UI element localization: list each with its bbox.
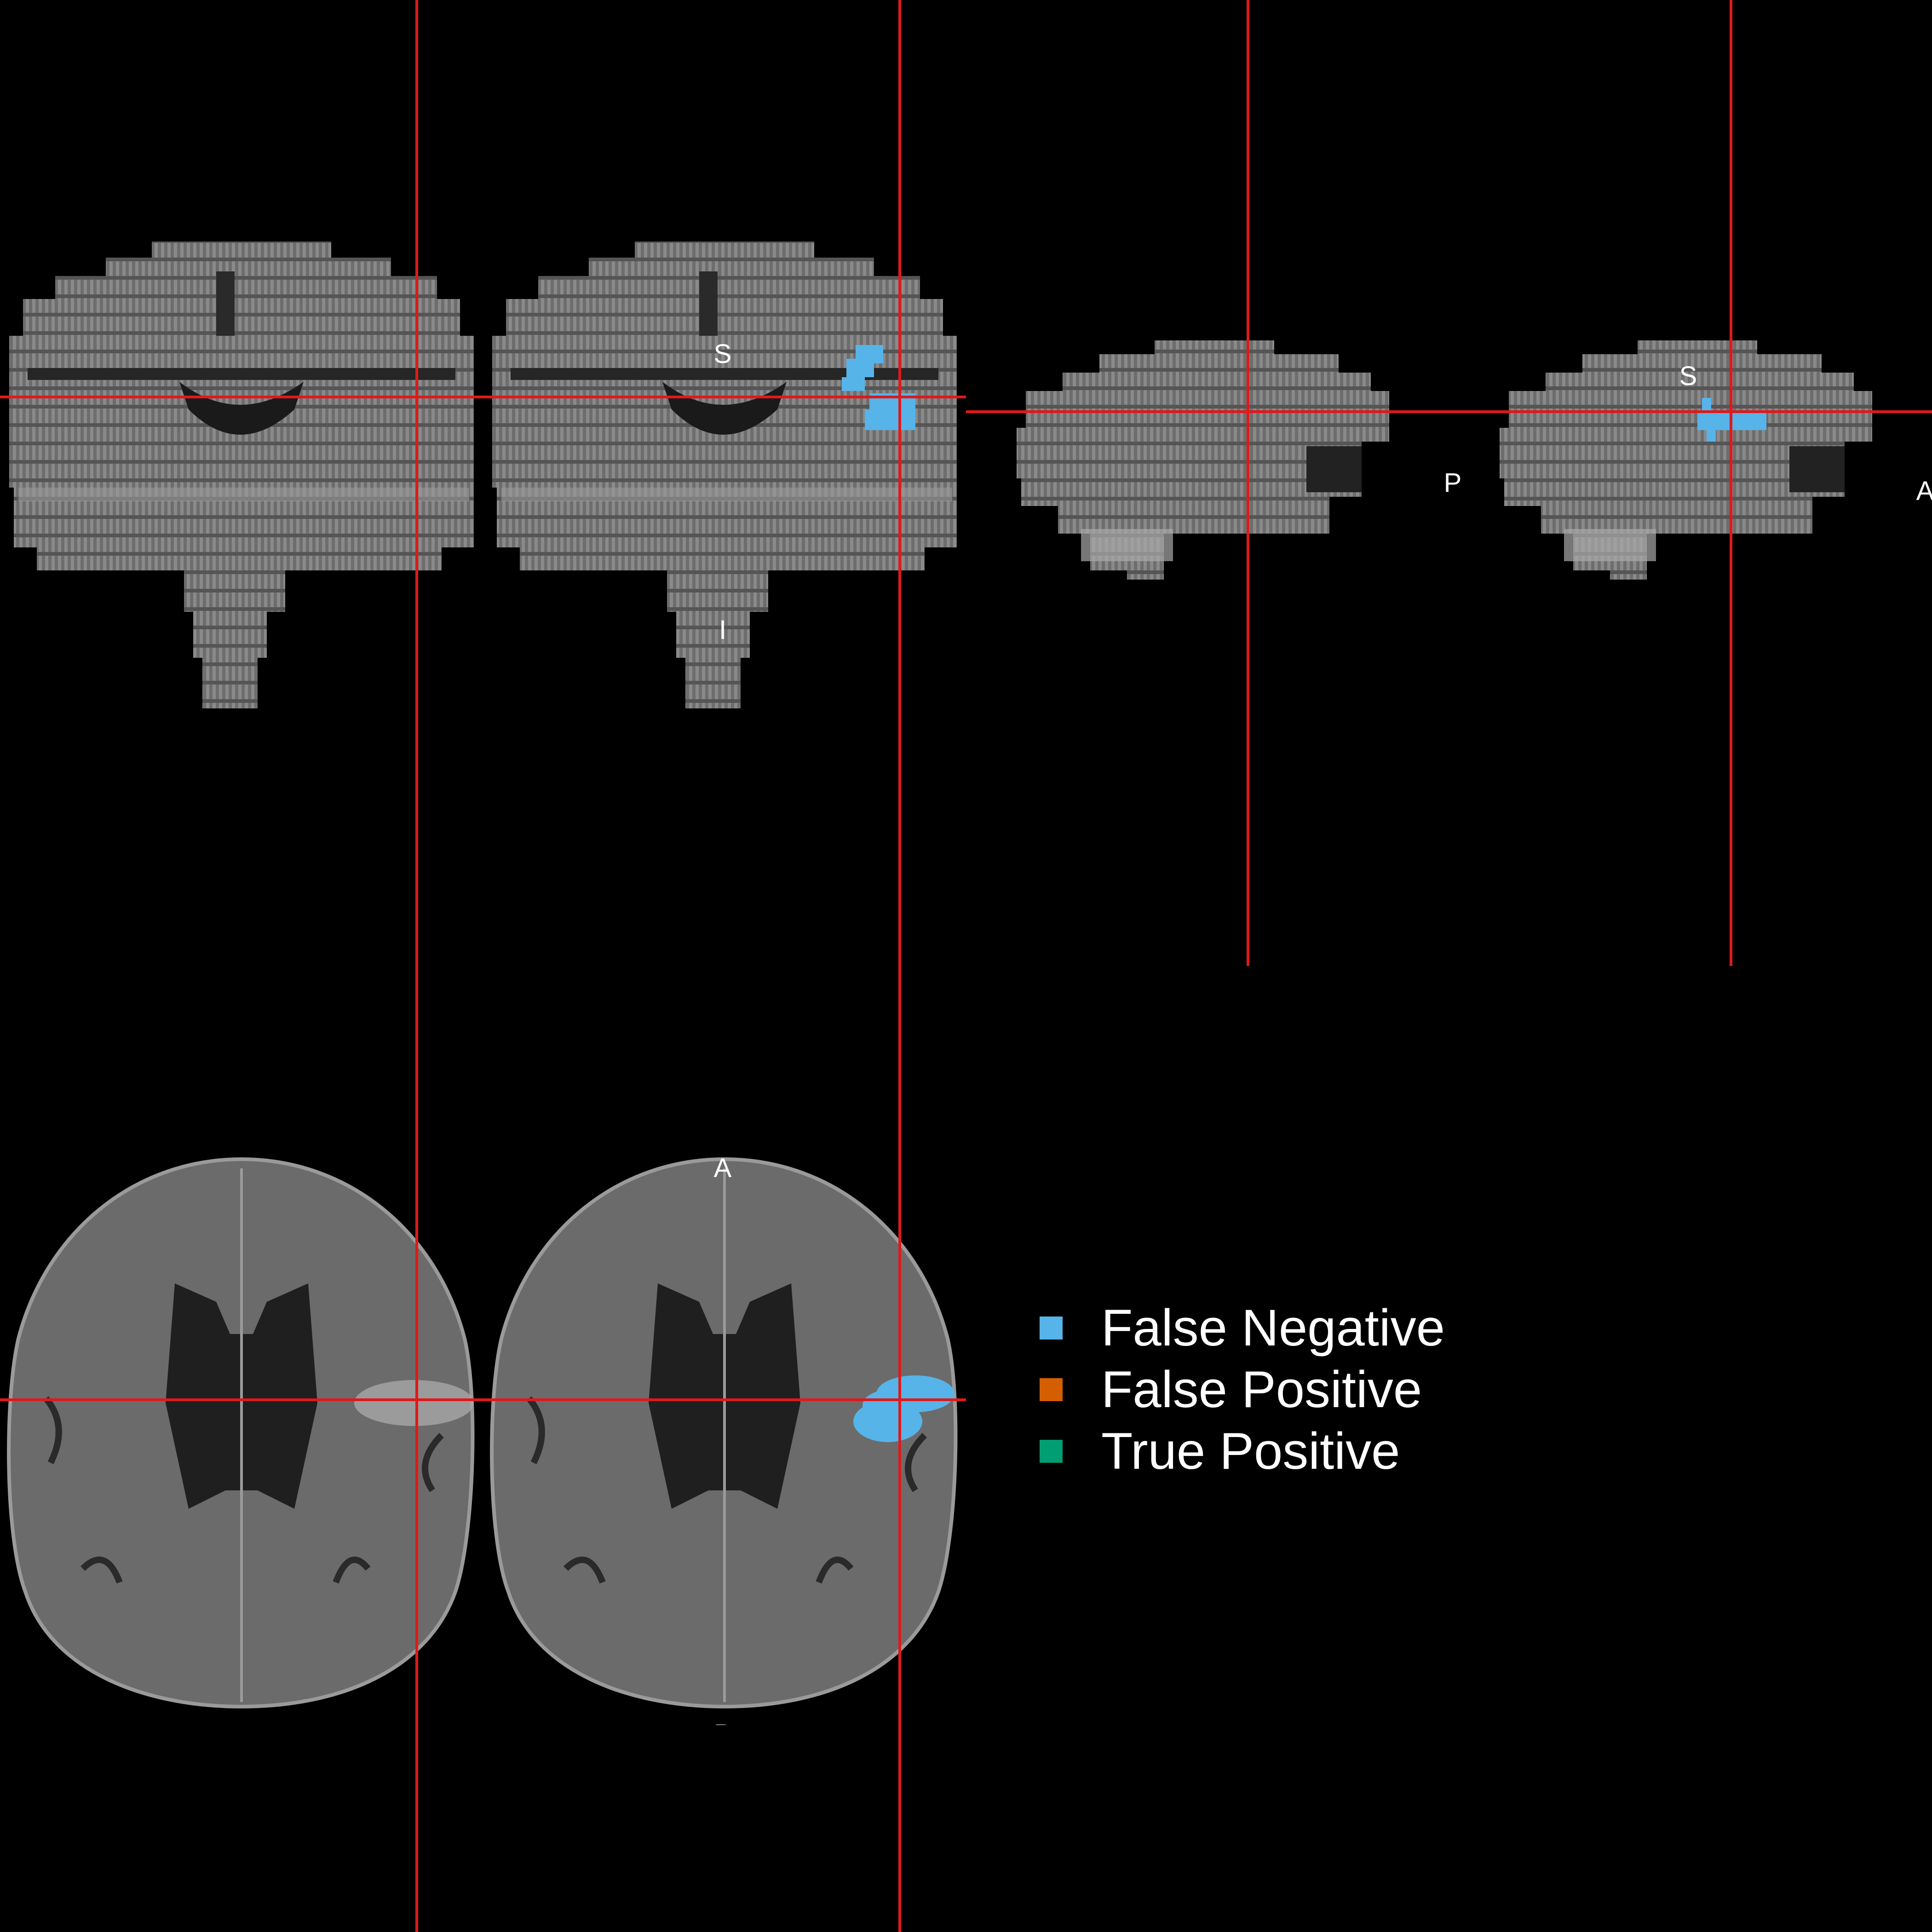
- sagittal-brain-image-left: [1017, 340, 1389, 580]
- sagittal-view-right[interactable]: S: [1472, 322, 1932, 690]
- orientation-label-anterior: A: [1916, 476, 1932, 506]
- coronal-brain-image-right: [492, 242, 957, 708]
- legend-item-false-positive: False Positive: [1040, 1359, 1445, 1420]
- orientation-label-superior: S: [1679, 361, 1697, 391]
- legend: False Negative False Positive True Posit…: [1040, 1297, 1445, 1482]
- orientation-label-anterior: A: [713, 1153, 732, 1183]
- crosshair-vertical-3[interactable]: [1247, 0, 1249, 966]
- false-negative-swatch: [1040, 1317, 1063, 1340]
- axial-brain-image-right: [490, 1157, 958, 1709]
- legend-label: True Positive: [1101, 1422, 1400, 1480]
- axial-brain-image-left: [7, 1157, 475, 1709]
- sagittal-view-left[interactable]: [989, 322, 1472, 690]
- legend-label: False Negative: [1101, 1299, 1445, 1357]
- crosshair-horizontal-coronal[interactable]: [0, 396, 966, 398]
- sagittal-brain-image-right: [1500, 340, 1872, 580]
- orientation-label-posterior: P: [1443, 468, 1462, 498]
- orientation-label-inferior: I: [719, 615, 727, 645]
- coronal-brain-image-left: [9, 242, 474, 708]
- crosshair-vertical-2[interactable]: [898, 0, 901, 1932]
- true-positive-swatch: [1040, 1440, 1063, 1463]
- crosshair-horizontal-axial[interactable]: [0, 1398, 966, 1401]
- legend-item-false-negative: False Negative: [1040, 1297, 1445, 1359]
- legend-label: False Positive: [1101, 1361, 1422, 1418]
- false-negative-overlay: [853, 1375, 954, 1442]
- crosshair-vertical-4[interactable]: [1730, 0, 1732, 966]
- false-positive-swatch: [1040, 1378, 1063, 1401]
- orientation-label-superior: S: [713, 339, 732, 369]
- legend-item-true-positive: True Positive: [1040, 1420, 1445, 1482]
- crosshair-horizontal-sagittal[interactable]: [966, 410, 1932, 413]
- axial-view-left[interactable]: [0, 1141, 483, 1725]
- coronal-view-left[interactable]: [0, 230, 483, 736]
- crosshair-vertical-1[interactable]: [415, 0, 418, 1932]
- coronal-view-right[interactable]: S I: [483, 230, 966, 736]
- axial-view-right[interactable]: A P: [483, 1141, 966, 1725]
- orientation-label-posterior: P: [714, 1721, 732, 1725]
